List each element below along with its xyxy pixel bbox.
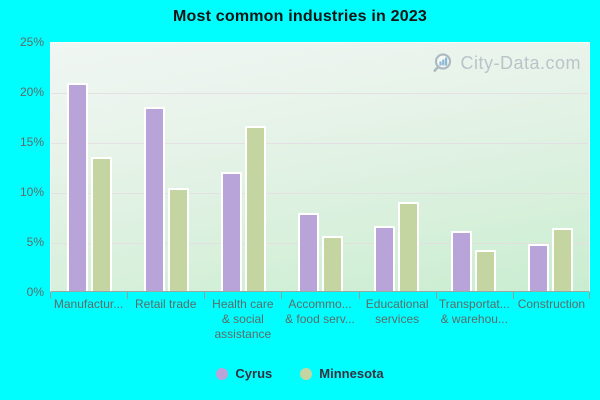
bar-minnesota: [321, 236, 343, 291]
x-tick: [358, 292, 360, 299]
x-tick: [281, 292, 283, 299]
bar-minnesota: [167, 187, 189, 291]
gridline: [51, 143, 589, 144]
chart-title: Most common industries in 2023: [172, 8, 428, 25]
bar-groups: [51, 43, 589, 291]
x-axis-label: Educational services: [365, 297, 429, 326]
bar-minnesota: [475, 250, 497, 291]
bar-group: [358, 43, 435, 291]
legend-swatch-icon: [216, 367, 229, 380]
y-tick-label: 0%: [26, 285, 44, 299]
legend-swatch-icon: [300, 367, 313, 380]
bar-cyrus: [220, 171, 242, 291]
watermark-text: City-Data.com: [460, 53, 581, 73]
bar-cyrus: [528, 244, 550, 291]
bar-minnesota: [244, 126, 266, 291]
legend-item: Cyrus: [216, 366, 272, 381]
bar-minnesota: [398, 201, 420, 291]
x-tick: [512, 292, 514, 299]
watermark: City-Data.com: [433, 52, 581, 75]
y-axis: 0% 5% 10% 15% 20% 25%: [0, 35, 44, 299]
y-tick-label: 15%: [19, 135, 44, 149]
bar-minnesota: [552, 227, 574, 291]
plot-area: City-Data.com: [50, 42, 590, 292]
x-axis-label: Health care & social assistance: [212, 297, 274, 341]
y-tick-label: 20%: [19, 85, 44, 99]
city-data-logo-icon: [433, 53, 452, 72]
bar-group: [128, 43, 205, 291]
gridline: [51, 243, 589, 244]
x-axis-label: Transportat... & warehou...: [438, 297, 510, 326]
bar-cyrus: [143, 106, 165, 291]
x-tick: [589, 292, 590, 299]
bar-group: [512, 43, 589, 291]
y-tick-label: 25%: [19, 35, 44, 49]
bar-cyrus: [297, 212, 319, 291]
bar-group: [205, 43, 282, 291]
bar-group: [51, 43, 128, 291]
x-tick: [127, 292, 129, 299]
x-axis-labels: Manufactur... Retail trade Health care & s…: [50, 297, 590, 342]
bar-cyrus: [451, 231, 473, 291]
gridline: [51, 93, 589, 94]
bar-group: [435, 43, 512, 291]
x-axis-ticks: [50, 292, 590, 300]
legend-label: Cyrus: [235, 366, 273, 381]
gridline: [51, 193, 589, 194]
bar-cyrus: [374, 225, 396, 291]
legend: Cyrus Minnesota: [0, 366, 600, 381]
x-tick: [435, 292, 437, 299]
x-tick: [50, 292, 51, 299]
y-tick-label: 5%: [26, 235, 44, 249]
legend-label: Minnesota: [319, 366, 384, 381]
x-axis-label: Manufactur...: [53, 297, 124, 311]
x-axis-label: Retail trade: [135, 297, 197, 311]
y-tick-label: 10%: [19, 185, 44, 199]
legend-item: Minnesota: [300, 366, 384, 381]
bar-cyrus: [66, 82, 88, 291]
x-axis-label: Accommo... & food serv...: [285, 297, 355, 326]
bar-minnesota: [90, 157, 112, 291]
x-axis-label: Construction: [517, 297, 586, 311]
bar-group: [282, 43, 359, 291]
x-tick: [204, 292, 206, 299]
